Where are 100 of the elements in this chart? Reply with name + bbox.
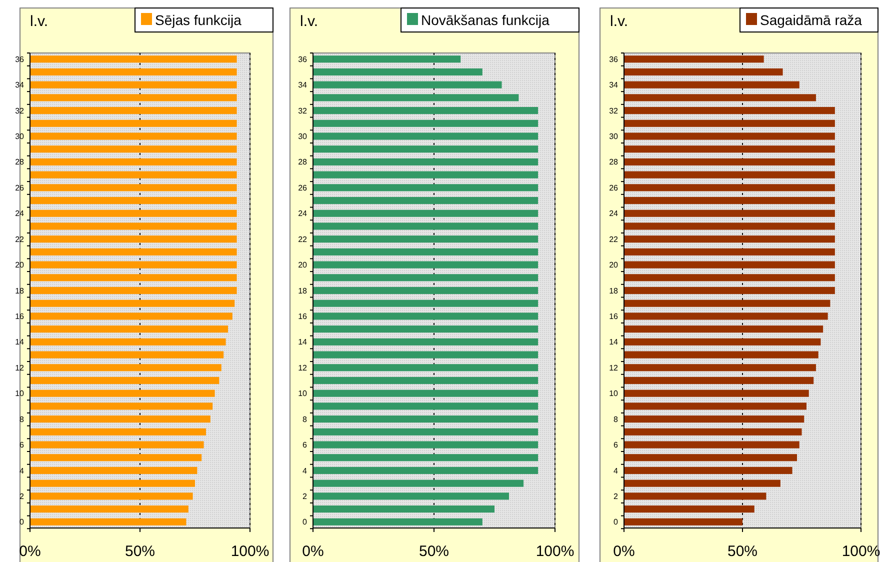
bar [30,518,186,526]
y-tick-label: 12 [15,363,25,372]
bar [30,402,213,410]
y-tick-label: 34 [298,80,308,90]
y-tick-label: 14 [298,338,308,347]
bar [313,81,502,88]
y-tick-label: 14 [15,338,25,347]
y-tick-label: 28 [609,158,619,167]
bar [624,428,802,436]
y-axis-title: l.v. [30,13,48,30]
bar [313,222,538,230]
bar [30,506,188,513]
y-tick-label: 16 [15,312,25,322]
bar [624,132,835,140]
bar [30,300,235,307]
bar [30,158,237,166]
bar [30,106,237,114]
bar [313,146,538,153]
bar [313,171,538,178]
y-tick-label: 2 [302,492,308,501]
bar [313,338,538,346]
bar [313,300,538,307]
bar [313,364,538,372]
bar [30,68,237,76]
bar [30,338,226,346]
bar [624,56,764,63]
legend-label: Sējas funkcija [155,12,242,28]
bar [624,402,806,410]
y-tick-label: 4 [614,466,619,476]
bar [624,248,835,256]
bar [313,492,510,500]
y-tick-label: 28 [15,158,25,167]
bar [624,196,835,204]
bar [624,338,821,346]
bar [313,158,538,166]
bar [624,120,835,127]
y-tick-label: 28 [298,158,308,167]
x-tick-label: 100% [536,543,574,560]
y-tick-label: 34 [609,80,619,90]
y-tick-label: 0 [20,518,25,527]
y-tick-label: 22 [609,234,619,244]
y-tick-label: 18 [609,286,619,296]
y-tick-label: 36 [15,54,25,64]
bar [30,274,237,282]
bar [30,312,232,320]
bar [313,480,524,487]
bar [313,184,538,192]
y-tick-label: 20 [609,260,619,270]
bar [624,146,835,153]
bar [624,518,742,526]
bar [30,94,237,102]
bar [30,390,215,397]
bar [313,441,538,448]
bar [30,210,237,217]
x-tick-label: 100% [842,543,880,560]
bar [313,351,538,358]
bar [313,466,538,474]
bar [30,454,202,462]
bar [624,184,835,192]
bar [313,390,538,397]
y-tick-label: 36 [298,54,308,64]
bar [624,441,800,448]
bar [30,351,224,358]
x-tick-label: 0% [613,543,635,560]
bar [624,300,830,307]
bar [30,326,228,333]
y-tick-label: 26 [609,183,619,192]
y-tick-label: 0 [302,518,308,527]
y-axis-title: l.v. [610,13,628,30]
y-tick-label: 36 [609,54,619,64]
bar [313,286,538,294]
bar [313,454,538,462]
bar [624,454,798,462]
bar [313,518,482,526]
bar [624,326,824,333]
bar [313,56,461,63]
bar [624,210,835,217]
y-tick-label: 12 [609,363,619,372]
y-tick-label: 2 [20,492,25,501]
bar [313,312,538,320]
x-tick-label: 0% [19,543,41,560]
bar [624,416,804,423]
y-tick-label: 10 [609,389,619,398]
y-tick-label: 26 [298,183,308,192]
bar [30,222,237,230]
y-tick-label: 10 [15,389,25,398]
y-tick-label: 32 [15,106,25,116]
y-tick-label: 30 [15,132,25,142]
bar [30,56,237,63]
bar [624,158,835,166]
bar [624,261,835,268]
bar [30,196,237,204]
bar [30,466,198,474]
bar [30,236,237,243]
bar [30,171,237,178]
y-tick-label: 22 [298,234,308,244]
y-tick-label: 16 [298,312,308,322]
y-tick-label: 8 [614,414,619,424]
y-tick-label: 24 [15,209,25,218]
bar [624,286,835,294]
